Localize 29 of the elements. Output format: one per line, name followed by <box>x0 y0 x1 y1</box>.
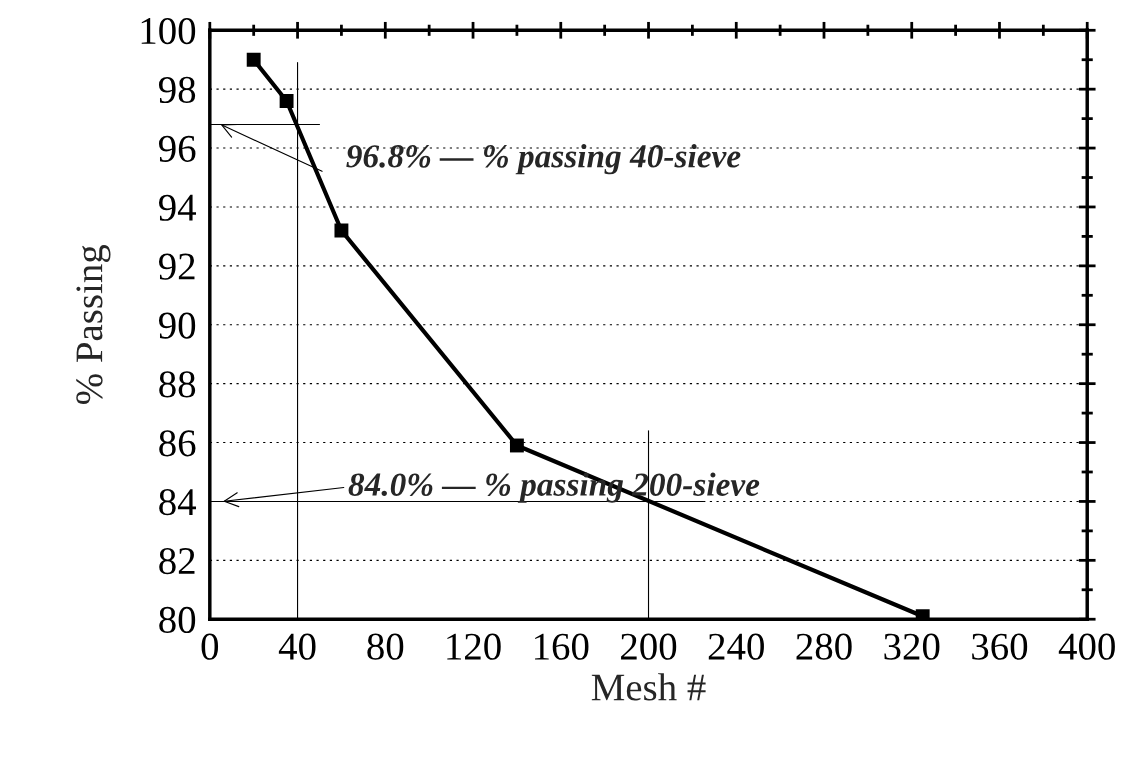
y-tick-label: 92 <box>158 253 195 280</box>
y-tick-label: 98 <box>158 76 196 104</box>
point <box>279 94 294 108</box>
y-tick-label: 100 <box>141 17 196 45</box>
y-tick-label: 90 <box>158 312 196 339</box>
point <box>334 223 349 238</box>
y-tick-label: 94 <box>158 194 197 221</box>
x-tick-label: 200 <box>621 633 677 660</box>
x-axis-title: Mesh # <box>591 673 706 701</box>
x-tick-label: 40 <box>278 633 316 660</box>
x-tick-label: 160 <box>535 633 589 660</box>
y-tick-label: 80 <box>159 606 196 634</box>
point <box>509 438 524 453</box>
x-tick-label: 360 <box>972 633 1028 660</box>
annotation: 96.8% — % passing 40-sieve <box>346 144 741 175</box>
y-axis-title: % Passing <box>76 245 111 404</box>
x-tick-label: 0 <box>201 633 219 660</box>
x-tick-label: 80 <box>367 633 404 660</box>
x-tick-label: 240 <box>708 633 764 660</box>
x-tick-label: 280 <box>796 633 852 660</box>
x-tick-label: 400 <box>1058 633 1115 660</box>
point <box>246 52 261 67</box>
y-tick-label: 84 <box>159 489 197 516</box>
x-tick-label: 120 <box>447 633 501 660</box>
x-tick-label: 320 <box>884 633 940 660</box>
y-tick-label: 82 <box>159 547 195 575</box>
y-tick-label: 96 <box>158 135 196 162</box>
y-tick-label: 86 <box>159 430 196 457</box>
y-tick-label: 88 <box>159 371 196 398</box>
